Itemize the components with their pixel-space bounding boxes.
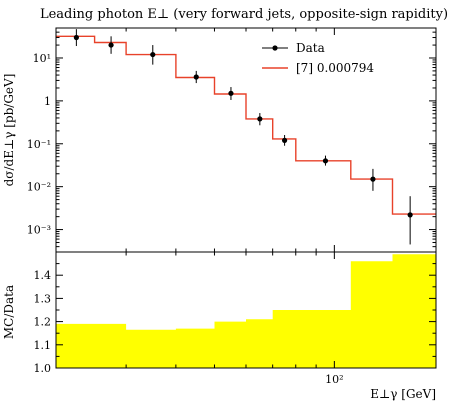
main-y-tick-label: 10⁻¹	[27, 138, 51, 151]
main-plot: 10⁻³ 10⁻² 10⁻¹ 1 10¹ Data [7] 0.000794	[27, 27, 437, 253]
data-point-4	[193, 70, 199, 84]
data-point-marker	[228, 90, 234, 96]
series-reference-step-line	[56, 35, 436, 215]
legend: Data [7] 0.000794	[262, 41, 374, 75]
x-axis-label: E⊥γ [GeV]	[370, 387, 436, 401]
ratio-y-tick-label: 1.4	[34, 269, 52, 282]
main-y-axis-label: dσ/dE⊥γ [pb/GeV]	[2, 74, 16, 187]
data-point-marker	[370, 176, 376, 182]
data-point-marker	[407, 212, 413, 218]
main-plot-frame	[55, 27, 437, 253]
data-point-marker	[108, 42, 114, 48]
ratio-y-tick-label: 1.3	[34, 292, 52, 305]
main-y-tick-label: 10⁻³	[27, 224, 51, 237]
data-point-7	[281, 135, 288, 146]
ratio-y-tick-label: 1.1	[34, 339, 52, 352]
data-point-2	[108, 36, 114, 54]
data-point-marker	[257, 116, 263, 122]
main-y-tick-label: 10⁻²	[27, 181, 51, 194]
main-y-tick-label: 1	[44, 95, 51, 108]
data-point-1	[73, 29, 79, 47]
ratio-y-axis-label: MC/Data	[2, 285, 16, 339]
legend-label-reference: [7] 0.000794	[296, 61, 374, 75]
data-point-marker	[281, 137, 288, 143]
data-point-10	[407, 196, 413, 245]
legend-data-marker	[272, 45, 278, 51]
data-point-marker	[73, 34, 79, 41]
ratio-plot: 1.0 1.1 1.2 1.3 1.4 10²	[34, 251, 437, 386]
data-point-marker	[322, 158, 329, 164]
data-point-9	[370, 168, 376, 191]
ratio-y-tick-label: 1.2	[34, 316, 52, 329]
main-y-tick-label: 10¹	[33, 52, 51, 65]
ratio-band	[56, 254, 436, 368]
data-point-marker	[150, 51, 156, 58]
data-point-5	[228, 87, 234, 100]
x-tick-label: 10²	[325, 373, 343, 386]
data-point-8	[322, 155, 329, 166]
legend-label-data: Data	[296, 41, 325, 55]
chart-title: Leading photon E⊥ (very forward jets, op…	[40, 7, 448, 22]
ratio-y-tick-label: 1.0	[34, 362, 52, 375]
data-point-marker	[193, 74, 199, 80]
data-point-3	[150, 45, 156, 65]
data-point-6	[257, 113, 263, 126]
